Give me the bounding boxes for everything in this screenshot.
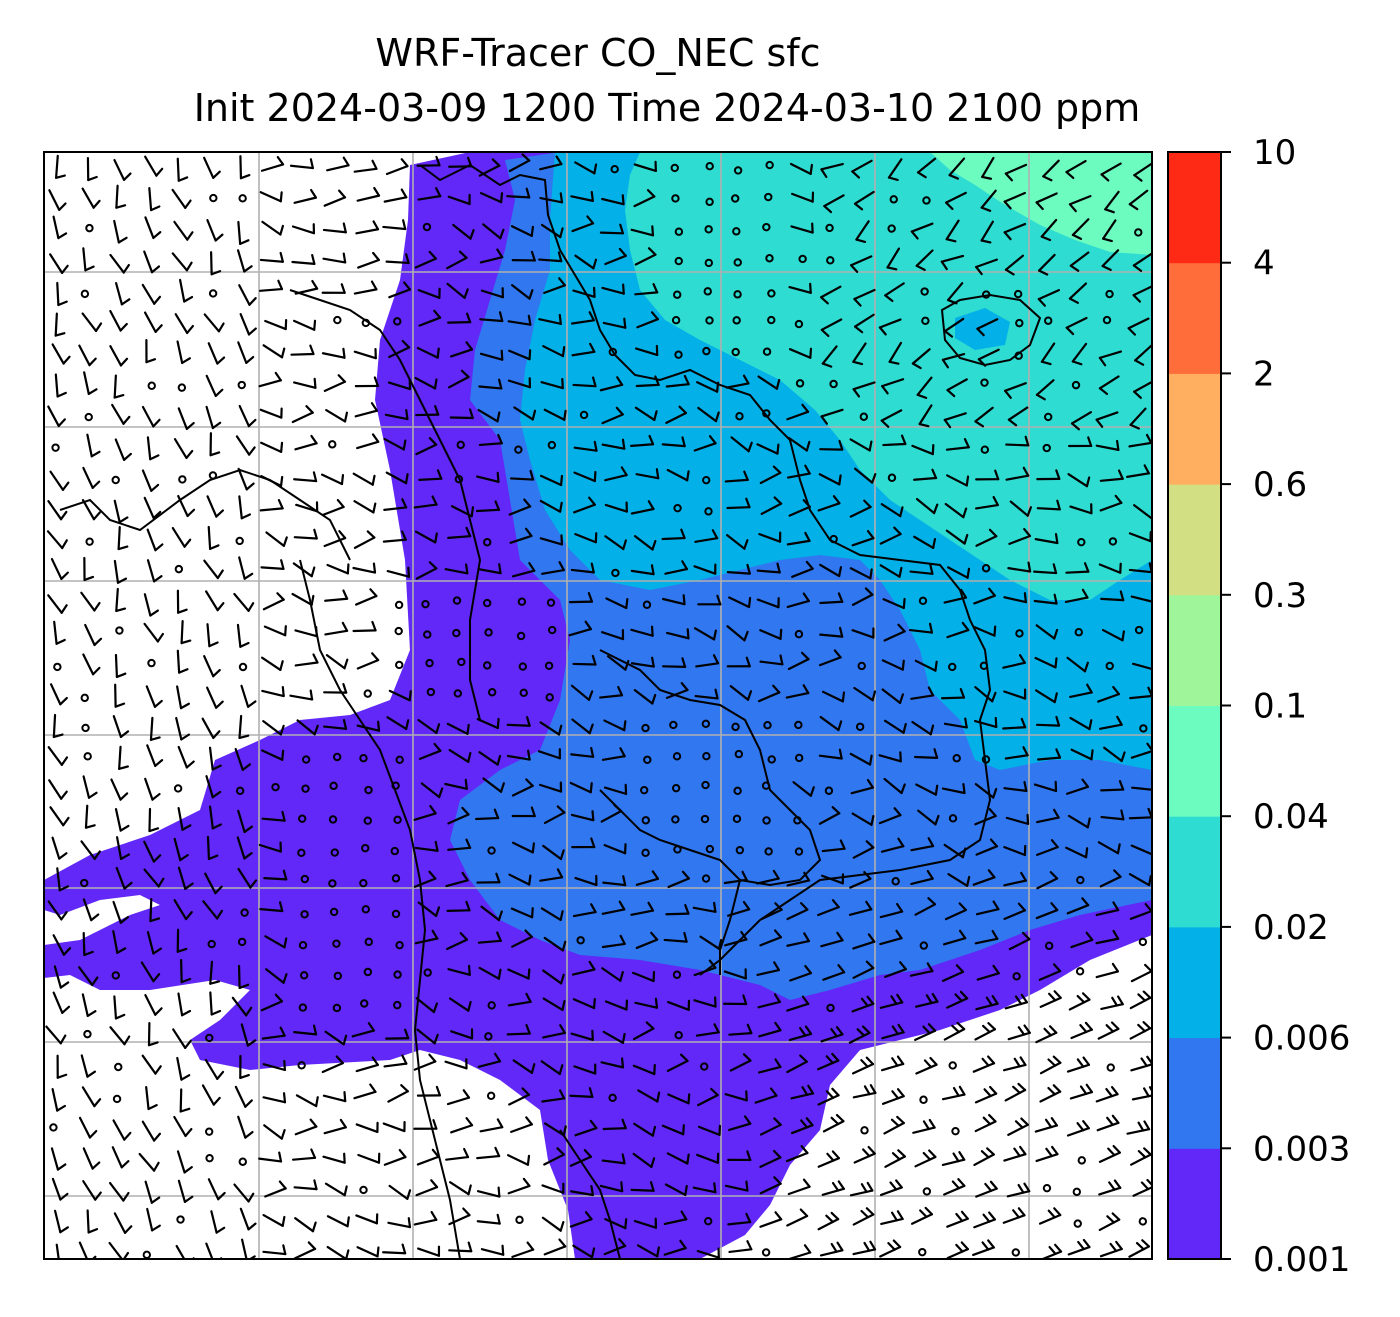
colorbar-ticks (1221, 152, 1231, 1259)
colorbar-tick-label: 0.003 (1253, 1129, 1350, 1169)
map-subtitle: Init 2024-03-09 1200 Time 2024-03-10 210… (194, 86, 1141, 130)
colorbar-tick-label: 0.6 (1253, 465, 1307, 505)
colorbar-labels: 0.001 0.003 0.006 0.02 0.04 0.1 0.3 0.6 2 4 10 (1253, 133, 1350, 1280)
colorbar-tick-label: 10 (1253, 133, 1296, 173)
colorbar: 0.001 0.003 0.006 0.02 0.04 0.1 0.3 0.6 2 4 10 (1168, 133, 1350, 1280)
colorbar-band (1168, 1038, 1221, 1149)
colorbar-tick-label: 4 (1253, 244, 1275, 284)
colorbar-bands (1168, 152, 1221, 1260)
colorbar-band (1168, 595, 1221, 706)
colorbar-tick-label: 0.1 (1253, 687, 1307, 727)
map-title: WRF-Tracer CO_NEC sfc (375, 31, 820, 75)
colorbar-tick-label: 0.001 (1253, 1240, 1350, 1280)
colorbar-tick-label: 2 (1253, 354, 1275, 394)
colorbar-tick-label: 0.04 (1253, 797, 1329, 837)
colorbar-tick-label: 0.006 (1253, 1019, 1350, 1059)
colorbar-band (1168, 1148, 1221, 1259)
colorbar-tick-label: 0.3 (1253, 576, 1307, 616)
colorbar-band (1168, 373, 1221, 484)
colorbar-band (1168, 152, 1221, 263)
colorbar-band (1168, 816, 1221, 927)
colorbar-tick-label: 0.02 (1253, 908, 1329, 948)
colorbar-band (1168, 927, 1221, 1038)
colorbar-band (1168, 484, 1221, 595)
colorbar-band (1168, 263, 1221, 374)
map-panel (44, 152, 1155, 1267)
colorbar-band (1168, 706, 1221, 817)
